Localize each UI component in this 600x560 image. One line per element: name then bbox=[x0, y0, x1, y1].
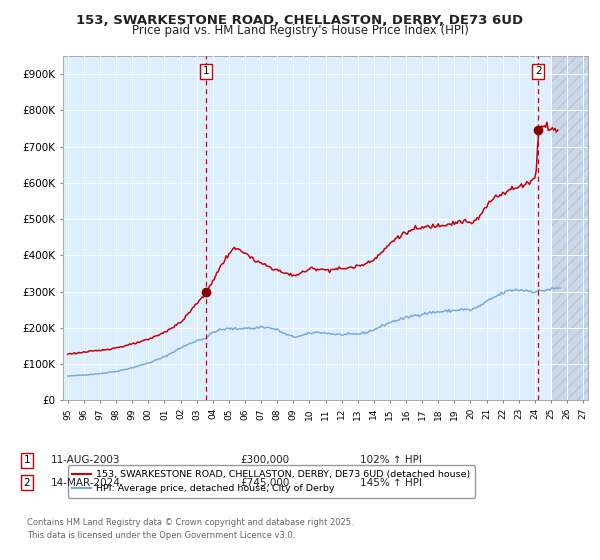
Text: 2: 2 bbox=[535, 67, 542, 77]
Bar bbox=[551, 56, 596, 400]
Text: 11-AUG-2003: 11-AUG-2003 bbox=[51, 455, 121, 465]
Bar bbox=[551, 56, 596, 400]
Text: 2: 2 bbox=[23, 478, 31, 488]
Text: Contains HM Land Registry data © Crown copyright and database right 2025.
This d: Contains HM Land Registry data © Crown c… bbox=[27, 519, 353, 540]
Text: £745,000: £745,000 bbox=[240, 478, 289, 488]
Legend: 153, SWARKESTONE ROAD, CHELLASTON, DERBY, DE73 6UD (detached house), HPI: Averag: 153, SWARKESTONE ROAD, CHELLASTON, DERBY… bbox=[68, 465, 475, 497]
Text: 153, SWARKESTONE ROAD, CHELLASTON, DERBY, DE73 6UD: 153, SWARKESTONE ROAD, CHELLASTON, DERBY… bbox=[76, 14, 524, 27]
Text: 14-MAR-2024: 14-MAR-2024 bbox=[51, 478, 121, 488]
Text: 1: 1 bbox=[23, 455, 31, 465]
Text: 102% ↑ HPI: 102% ↑ HPI bbox=[360, 455, 422, 465]
Text: Price paid vs. HM Land Registry's House Price Index (HPI): Price paid vs. HM Land Registry's House … bbox=[131, 24, 469, 37]
Text: 1: 1 bbox=[203, 67, 210, 77]
Text: 145% ↑ HPI: 145% ↑ HPI bbox=[360, 478, 422, 488]
Text: £300,000: £300,000 bbox=[240, 455, 289, 465]
